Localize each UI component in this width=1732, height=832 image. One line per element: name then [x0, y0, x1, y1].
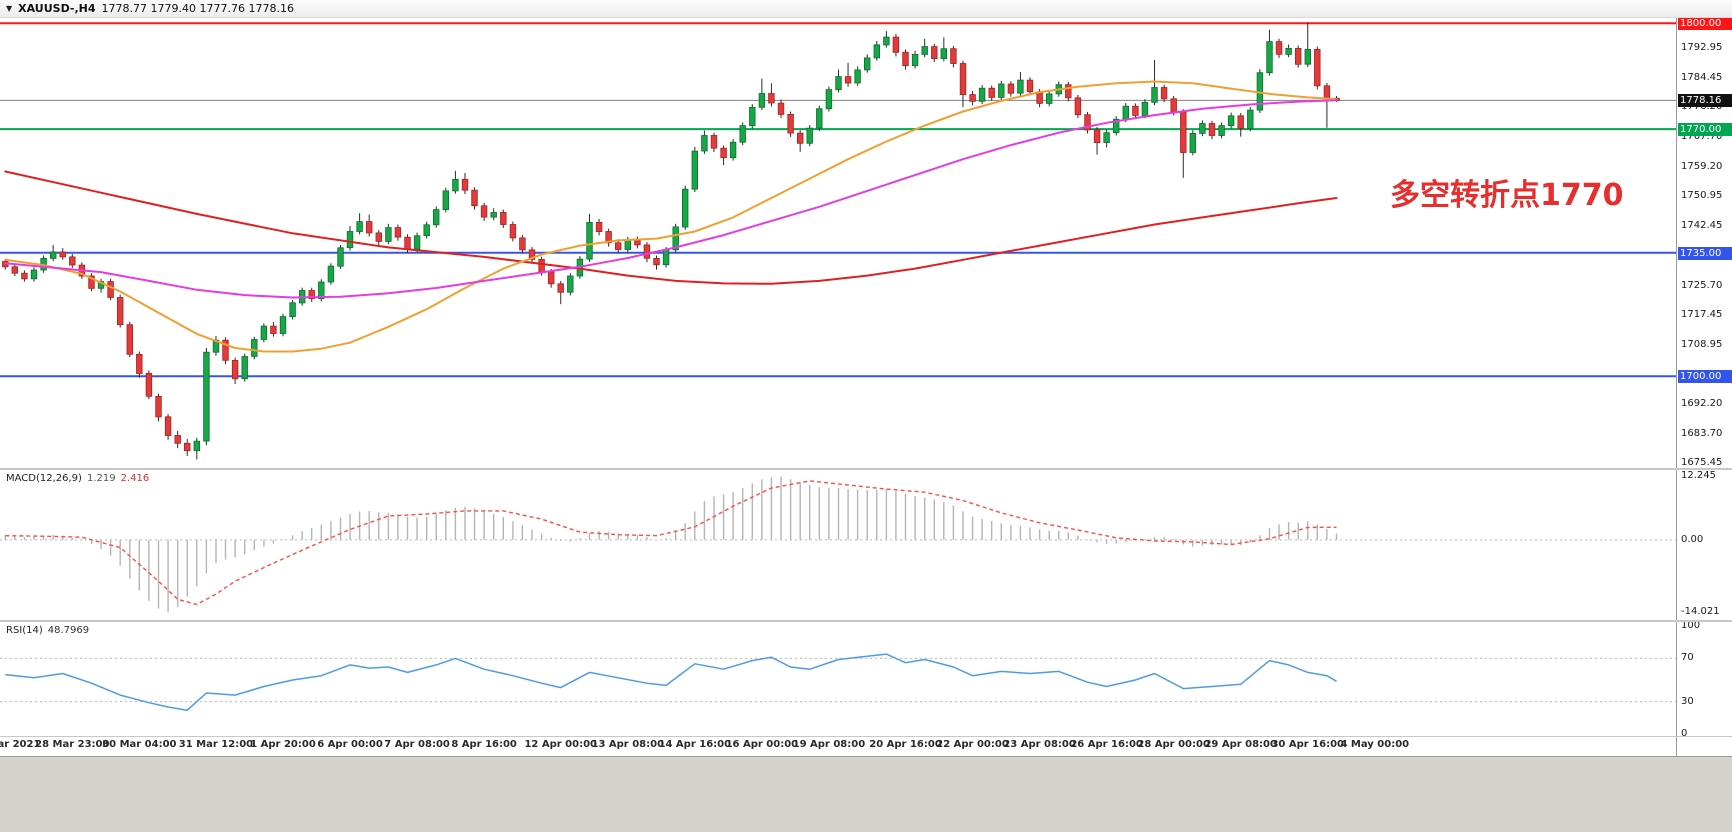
rsi-axis-label: 70: [1681, 652, 1694, 664]
rsi-line: [5, 653, 1337, 711]
macd-name: MACD(12,26,9): [6, 473, 82, 484]
price-tick-label: 1792.95: [1681, 42, 1723, 54]
time-tick-label: 14 Apr 16:00: [658, 739, 732, 750]
chart-annotation-text[interactable]: 多空转折点1770: [1390, 178, 1624, 213]
macd-indicator-label: MACD(12,26,9) 1.219 2.416: [6, 473, 149, 484]
price-badge-1700.00: 1700.00: [1678, 370, 1732, 384]
rsi-indicator-label: RSI(14) 48.7969: [6, 625, 89, 636]
time-tick-label: 31 Mar 12:00: [178, 739, 254, 750]
ohlc-readout: 1778.77 1779.40 1777.76 1778.16: [101, 2, 294, 15]
time-tick-label: 13 Apr 08:00: [591, 739, 665, 750]
price-tick-label: 1742.45: [1681, 220, 1723, 232]
time-tick-label: 1 Apr 20:00: [250, 739, 316, 750]
rsi-axis-label: 0: [1681, 728, 1688, 739]
price-tick-label: 1767.70: [1681, 131, 1723, 143]
dropdown-triangle-icon[interactable]: ▼: [6, 4, 13, 13]
time-tick-label: 16 Apr 00:00: [725, 739, 799, 750]
macd-main-value: 1.219: [86, 473, 116, 484]
price-tick-label: 1750.95: [1681, 190, 1723, 202]
time-tick-label: 23 Apr 08:00: [1003, 739, 1076, 750]
pane-separator[interactable]: [0, 468, 1732, 470]
price-badge-1770.00: 1770.00: [1678, 123, 1732, 137]
time-tick-label: 8 Apr 16:00: [451, 739, 517, 750]
time-tick-label: 30 Apr 16:00: [1271, 739, 1345, 750]
time-tick-label: 28 Apr 00:00: [1137, 739, 1210, 750]
time-tick-label: 4 May 00:00: [1340, 739, 1410, 750]
time-tick-label: 29 Apr 08:00: [1204, 739, 1277, 750]
price-axis[interactable]: 1792.951784.451776.201767.701759.201750.…: [1676, 0, 1732, 756]
chart-canvas[interactable]: [0, 0, 1732, 756]
chart-title-bar: ▼ XAUUSD-,H4 1778.77 1779.40 1777.76 177…: [0, 0, 1732, 18]
ma-red: [4, 170, 1338, 285]
price-tick-label: 1759.20: [1681, 161, 1723, 173]
price-tick-label: 1784.45: [1681, 72, 1723, 84]
price-badge-1778.16: 1778.16: [1678, 94, 1732, 108]
price-badge-1735.00: 1735.00: [1678, 246, 1732, 260]
ma-orange: [4, 80, 1338, 353]
time-tick-label: 12 Apr 00:00: [524, 739, 597, 750]
time-tick-label: 26 Apr 16:00: [1070, 739, 1143, 750]
macd-signal-line: [5, 480, 1337, 606]
price-tick-label: 1725.70: [1681, 279, 1723, 291]
pane-separator[interactable]: [0, 620, 1732, 622]
macd-signal-value: 2.416: [120, 473, 150, 484]
pane-separator: [0, 736, 1732, 737]
rsi-value: 48.7969: [47, 625, 90, 636]
price-hlines[interactable]: [0, 22, 1676, 378]
time-tick-label: 25 Mar 2021: [0, 739, 41, 750]
symbol-period-label: XAUUSD-,H4: [18, 2, 96, 15]
rsi-axis-label: 30: [1681, 695, 1694, 707]
time-tick-label: 6 Apr 00:00: [317, 739, 383, 750]
price-badge-1800.00: 1800.00: [1678, 17, 1732, 31]
time-tick-label: 28 Mar 23:00: [35, 739, 110, 750]
time-tick-label: 20 Apr 16:00: [869, 739, 942, 750]
ma-magenta: [4, 99, 1338, 299]
time-tick-label: 7 Apr 08:00: [384, 739, 450, 750]
time-tick-label: 30 Mar 04:00: [102, 739, 177, 750]
price-tick-label: 1708.95: [1681, 338, 1723, 350]
rsi-axis-label: 100: [1681, 620, 1701, 631]
price-tick-label: 1717.45: [1681, 308, 1723, 320]
macd-axis-label: 0.00: [1681, 533, 1704, 545]
rsi-name: RSI(14): [6, 625, 43, 636]
status-strip: [0, 756, 1732, 832]
macd-axis-label: -14.021: [1681, 606, 1720, 618]
time-tick-label: 22 Apr 00:00: [936, 739, 1009, 750]
price-tick-label: 1683.70: [1681, 427, 1723, 439]
price-tick-label: 1692.20: [1681, 397, 1723, 409]
macd-axis-label: 12.245: [1681, 470, 1716, 482]
price-tick-label: 1675.45: [1681, 456, 1723, 468]
time-tick-label: 19 Apr 08:00: [792, 739, 866, 750]
candles-layer: [2, 22, 1340, 460]
macd-histogram: [4, 476, 1338, 613]
